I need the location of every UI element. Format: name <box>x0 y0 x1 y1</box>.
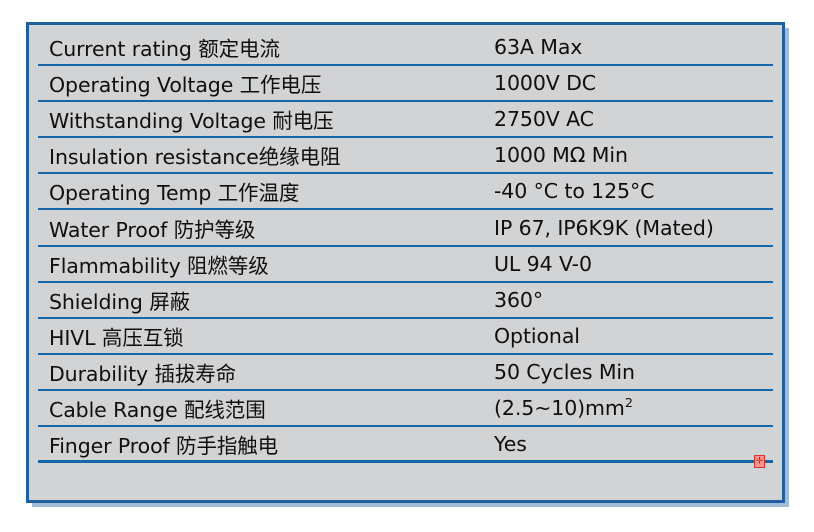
spec-label: Shielding 屏蔽 <box>49 289 191 314</box>
table-row: Water Proof 防护等级 IP 67, IP6K9K (Mated) <box>38 210 773 247</box>
panel-shadow-bottom <box>32 503 789 507</box>
table-row: Flammability 阻燃等级 UL 94 V-0 <box>38 247 773 283</box>
spec-value: -40 °C to 125°C <box>494 179 655 204</box>
table-row: Withstanding Voltage 耐电压 2750V AC <box>38 102 773 139</box>
spec-value: UL 94 V-0 <box>494 251 592 276</box>
table-row: Operating Voltage 工作电压 1000V DC <box>38 66 773 103</box>
spec-value: Yes <box>494 431 527 456</box>
spec-value: IP 67, IP6K9K (Mated) <box>494 215 714 240</box>
spec-label: Withstanding Voltage 耐电压 <box>49 109 334 134</box>
spec-label: Operating Temp 工作温度 <box>49 181 300 206</box>
spec-value: (2.5~10)mm2 <box>494 396 773 420</box>
spec-label: Water Proof 防护等级 <box>49 217 256 242</box>
spec-value: 50 Cycles Min <box>494 359 635 384</box>
table-row: HIVL 高压互锁 Optional <box>38 319 773 355</box>
table-row: Insulation resistance绝缘电阻 1000 MΩ Min <box>38 138 773 175</box>
spec-value: 1000 MΩ Min <box>494 143 628 168</box>
specification-table: Current rating 额定电流 63A Max Operating Vo… <box>38 30 773 464</box>
spec-label: Cable Range 配线范围 <box>49 397 266 422</box>
table-row: Current rating 额定电流 63A Max <box>38 30 773 67</box>
spec-value: 63A Max <box>494 35 583 60</box>
spec-label: Durability 插拔寿命 <box>49 361 237 386</box>
spec-label: Current rating 额定电流 <box>49 37 280 62</box>
specification-panel: Current rating 额定电流 63A Max Operating Vo… <box>26 22 785 503</box>
spec-label: Flammability 阻燃等级 <box>49 253 269 278</box>
panel-empty-area <box>38 469 773 499</box>
spec-label: HIVL 高压互锁 <box>49 325 184 350</box>
spec-value: Optional <box>494 323 580 348</box>
red-marker-glyph: ✛ <box>755 456 764 466</box>
spec-label: Insulation resistance绝缘电阻 <box>49 145 341 170</box>
panel-shadow-right <box>785 28 789 507</box>
spec-label: Operating Voltage 工作电压 <box>49 73 322 98</box>
table-row: Durability 插拔寿命 50 Cycles Min <box>38 355 773 391</box>
spec-value-superscript: 2 <box>624 395 633 411</box>
spec-value-text: (2.5~10)mm <box>494 395 625 420</box>
spec-value: 2750V AC <box>494 107 594 132</box>
table-row: Operating Temp 工作温度 -40 °C to 125°C <box>38 174 773 211</box>
spec-label: Finger Proof 防手指触电 <box>49 433 279 458</box>
table-row: Cable Range 配线范围 (2.5~10)mm2 <box>38 391 773 428</box>
spec-value: 1000V DC <box>494 71 597 96</box>
table-row: Finger Proof 防手指触电 Yes <box>38 427 773 464</box>
spec-value: 360° <box>494 287 543 312</box>
red-marker-icon[interactable]: ✛ <box>754 455 765 468</box>
table-row: Shielding 屏蔽 360° <box>38 283 773 319</box>
